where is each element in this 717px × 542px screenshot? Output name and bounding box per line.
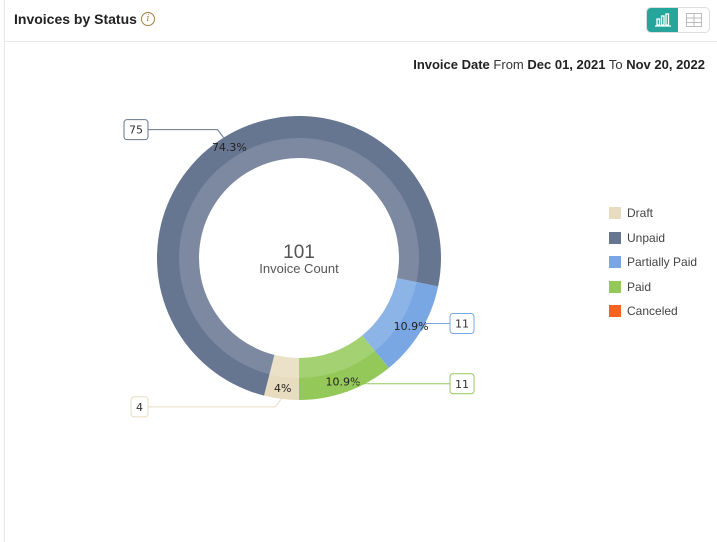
slice-draft[interactable]	[264, 354, 299, 400]
table-view-button[interactable]	[678, 8, 709, 32]
legend-swatch	[609, 231, 621, 244]
legend-swatch	[609, 305, 621, 318]
legend-label: Paid	[627, 279, 652, 294]
legend-item-unpaid[interactable]: Unpaid	[609, 226, 697, 251]
slice-percent-label: 4%	[274, 382, 291, 395]
slice-percent-label: 74.3%	[212, 141, 247, 154]
chart-legend: Draft Unpaid Partially Paid Paid Canceled	[609, 201, 697, 324]
callout-line	[346, 383, 450, 393]
slice-percent-label: 10.9%	[394, 320, 429, 333]
info-icon[interactable]: i	[141, 12, 155, 26]
slice-inner-band	[299, 335, 375, 378]
callout-line	[148, 129, 224, 138]
slice-inner-band	[362, 278, 417, 351]
slice-partially-paid[interactable]	[362, 278, 439, 369]
legend-swatch	[609, 256, 621, 269]
callout-box	[130, 396, 149, 418]
callout-box	[449, 313, 475, 335]
slice-inner-band	[269, 354, 299, 378]
from-label: From	[493, 57, 524, 72]
legend-label: Partially Paid	[627, 255, 698, 270]
legend-swatch	[609, 207, 621, 220]
center-label: Invoice Count	[259, 261, 339, 276]
view-toggle	[646, 7, 710, 33]
legend-item-canceled[interactable]: Canceled	[609, 299, 697, 324]
bar-chart-icon	[654, 13, 671, 27]
widget-header: Invoices by Status i	[5, 0, 717, 42]
center-value: 101	[283, 242, 315, 263]
legend-swatch	[609, 280, 621, 293]
callout-value: 11	[455, 318, 469, 331]
legend-item-draft[interactable]: Draft	[609, 201, 697, 226]
callout-value: 4	[136, 401, 143, 414]
callout-box	[449, 373, 475, 395]
legend-label: Canceled	[627, 304, 678, 319]
slice-percent-label: 10.9%	[325, 375, 360, 388]
callout-box	[123, 119, 149, 141]
legend-label: Unpaid	[627, 230, 666, 245]
to-label: To	[608, 57, 623, 72]
chart-view-button[interactable]	[647, 8, 678, 32]
table-grid-icon	[685, 13, 702, 27]
date-range: Invoice Date From Dec 01, 2021 To Nov 20…	[413, 57, 705, 72]
slice-unpaid[interactable]	[156, 115, 442, 396]
date-from: Dec 01, 2021	[527, 57, 606, 72]
callout-line	[148, 398, 282, 408]
date-field: Invoice Date	[413, 57, 490, 72]
invoices-by-status-widget: Invoices by Status i Invoice Date From D…	[4, 0, 717, 542]
widget-title: Invoices by Status	[14, 11, 137, 27]
legend-item-paid[interactable]: Paid	[609, 275, 697, 300]
legend-label: Draft	[627, 206, 654, 221]
callout-value: 11	[455, 378, 469, 391]
legend-item-partially-paid[interactable]: Partially Paid	[609, 250, 697, 275]
callout-line	[420, 323, 450, 332]
slice-paid[interactable]	[299, 335, 389, 400]
callout-value: 75	[129, 124, 143, 137]
date-to: Nov 20, 2022	[626, 57, 705, 72]
